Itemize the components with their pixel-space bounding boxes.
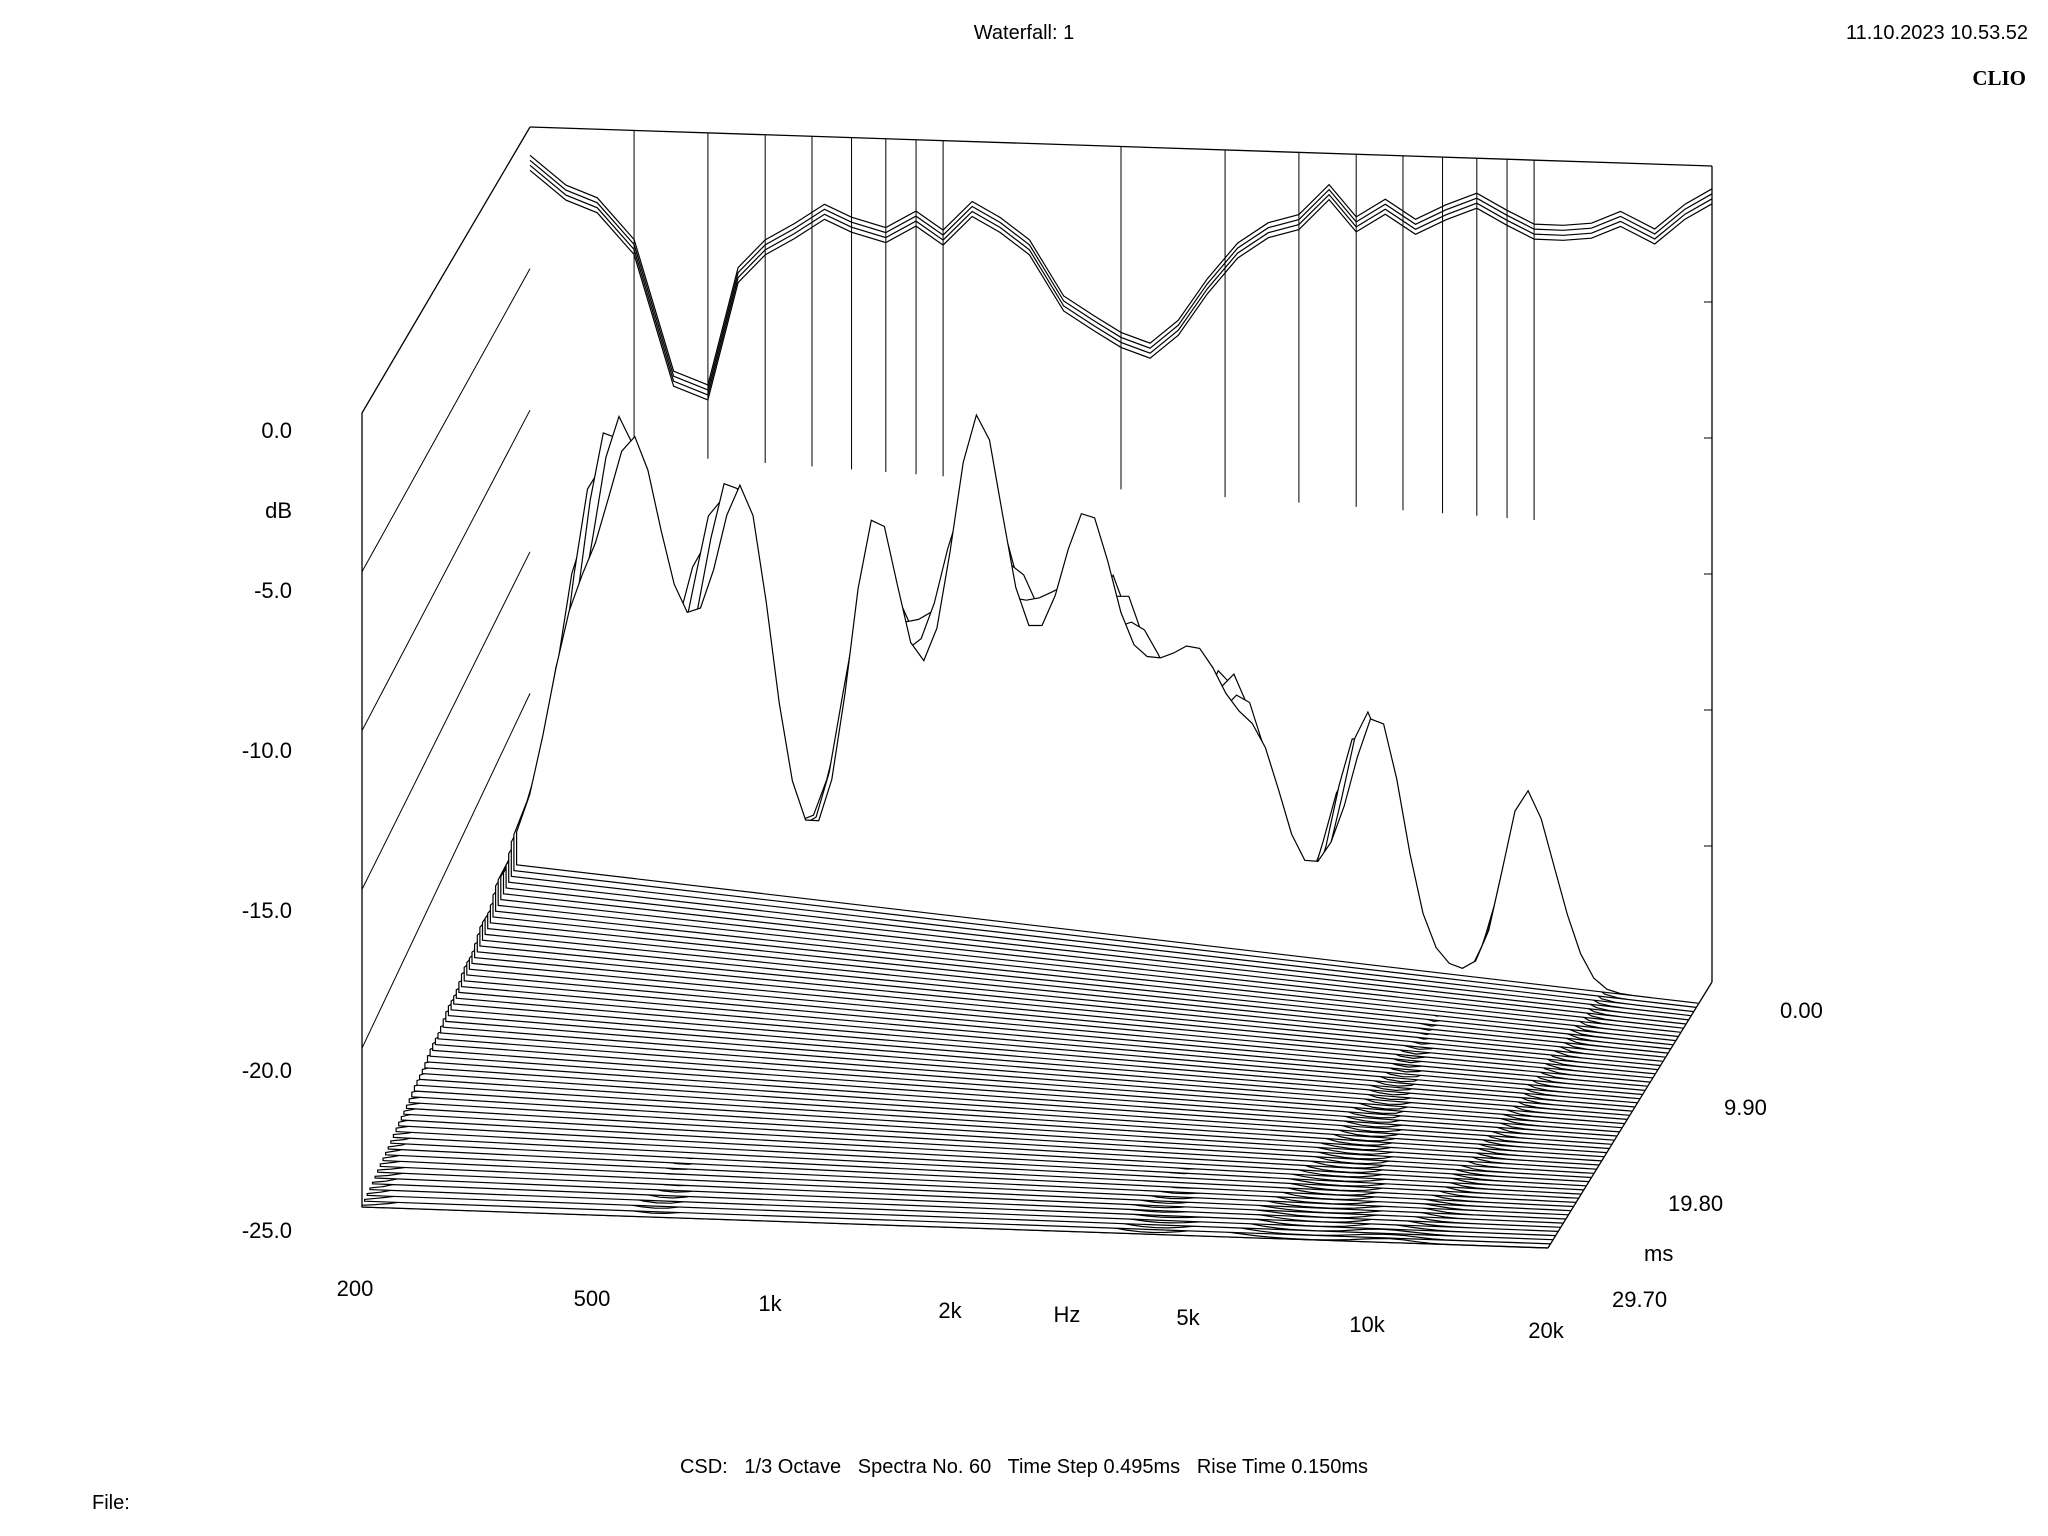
y-tick-label: -15.0	[242, 898, 292, 923]
x-tick-label: 2k	[938, 1298, 962, 1323]
back-curve-trace	[529, 159, 1713, 391]
left-wall-gridline	[361, 409, 531, 731]
x-tick-label: 10k	[1349, 1312, 1385, 1337]
x-tick-label: 5k	[1176, 1305, 1200, 1330]
y-axis-unit: dB	[265, 498, 292, 523]
z-tick-label: 29.70	[1612, 1287, 1667, 1312]
x-tick-label: 500	[574, 1286, 611, 1311]
measurement-settings: CSD: 1/3 Octave Spectra No. 60 Time Step…	[679, 1456, 1369, 1478]
z-tick-label: 19.80	[1668, 1191, 1723, 1216]
z-tick-label: 0.00	[1780, 998, 1823, 1023]
plot-gridlines	[361, 130, 1712, 1049]
chart-title: Waterfall: 1	[973, 22, 1075, 44]
z-axis-unit: ms	[1644, 1241, 1673, 1266]
left-wall-gridline	[361, 693, 531, 1049]
x-tick-label: 200	[337, 1276, 374, 1301]
y-tick-label: -25.0	[242, 1218, 292, 1243]
y-tick-label: -5.0	[254, 578, 292, 603]
brand-label: CLIO	[1972, 66, 2026, 90]
timestamp: 11.10.2023 10.53.52	[1845, 22, 2028, 44]
axis-labels: 0.0 -5.0 -10.0 -15.0 -20.0 -25.0 dB 200 500 1k 2k 5…	[242, 418, 1823, 1343]
top-left-edge	[361, 126, 531, 414]
left-wall-gridline	[361, 268, 531, 573]
back-curve-trace	[529, 169, 1713, 401]
z-tick-label: 9.90	[1724, 1095, 1767, 1120]
back-curve	[529, 154, 1713, 401]
bottom-right-edge	[1547, 981, 1713, 1249]
y-tick-label: -10.0	[242, 738, 292, 763]
x-axis-unit: Hz	[1054, 1302, 1081, 1327]
back-curve-trace	[529, 154, 1713, 386]
y-tick-label: -20.0	[242, 1058, 292, 1083]
left-wall-gridline	[361, 551, 531, 890]
x-tick-label: 1k	[758, 1291, 782, 1316]
spectrum-line	[516, 413, 1699, 1004]
x-tick-label: 20k	[1528, 1318, 1564, 1343]
file-label: File:	[92, 1492, 130, 1514]
y-tick-label: 0.0	[261, 418, 292, 443]
spectra-series	[361, 413, 1699, 1249]
back-curve-trace	[529, 164, 1713, 396]
